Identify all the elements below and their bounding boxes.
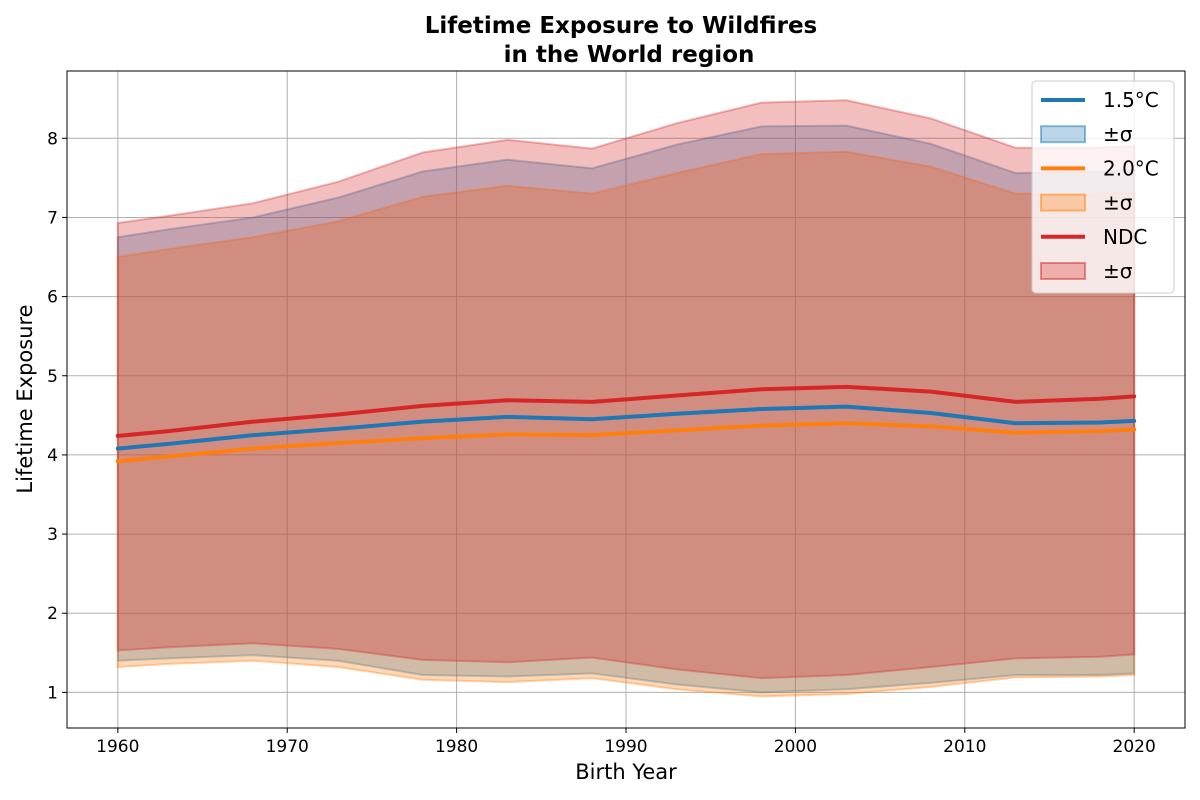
y-tick-label: 6 [47,288,58,308]
band-1.5°C [116,124,1136,694]
line-NDC [115,384,1137,438]
x-tick-label: 1990 [604,737,647,757]
legend-band-label: ±σ [1103,259,1133,283]
x-tick-label: 2020 [1113,737,1156,757]
band-NDC [116,99,1136,680]
y-tick-label: 4 [47,446,58,466]
x-tick-label: 1960 [96,737,139,757]
legend: 1.5°C ±σ 2.0°C ±σ NDC ±σ [1031,80,1175,294]
legend-box [1031,80,1175,294]
x-tick-label: 2010 [943,737,986,757]
y-tick-label: 2 [47,604,58,624]
y-tick-label: 5 [47,367,58,387]
y-axis-label: Lifetime Exposure [13,304,37,493]
line-1.5°C [115,404,1137,451]
y-tick-label: 3 [47,525,58,545]
tick-layer: 1960 1970 1980 1990 2000 2010 2020 1 2 3 4 5 6 7 8 [47,129,1156,757]
legend-label: 1.5°C [1103,88,1159,112]
y-tick-label: 7 [47,208,58,228]
x-tick-label: 2000 [774,737,817,757]
line-2.0°C [115,421,1137,464]
band-layer [116,99,1136,698]
y-tick-label: 8 [47,129,58,149]
x-tick-label: 1970 [266,737,309,757]
chart-title-line1: Lifetime Exposure to Wildfires [425,13,818,39]
y-tick-label: 1 [47,683,58,703]
legend-band-swatch [1040,125,1086,144]
legend-label: NDC [1103,225,1147,249]
legend-label: 2.0°C [1103,156,1159,180]
legend-band-swatch [1040,193,1086,212]
legend-band-label: ±σ [1103,122,1133,146]
legend-band-swatch [1040,262,1086,280]
band-2.0°C [116,150,1136,698]
legend-band-label: ±σ [1103,191,1133,215]
grid-layer [67,71,1185,728]
x-tick-label: 1980 [435,737,478,757]
chart-title-line2: in the World region [504,42,755,68]
x-axis-label: Birth Year [575,760,677,784]
line-layer [115,384,1137,464]
